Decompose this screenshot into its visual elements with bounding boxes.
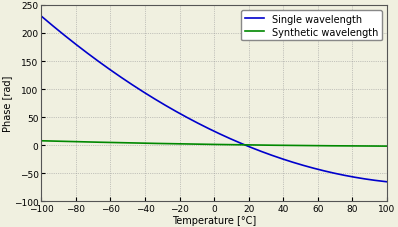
X-axis label: Temperature [°C]: Temperature [°C] [172,215,256,225]
Legend: Single wavelength, Synthetic wavelength: Single wavelength, Synthetic wavelength [241,11,382,41]
Y-axis label: Phase [rad]: Phase [rad] [2,76,12,132]
